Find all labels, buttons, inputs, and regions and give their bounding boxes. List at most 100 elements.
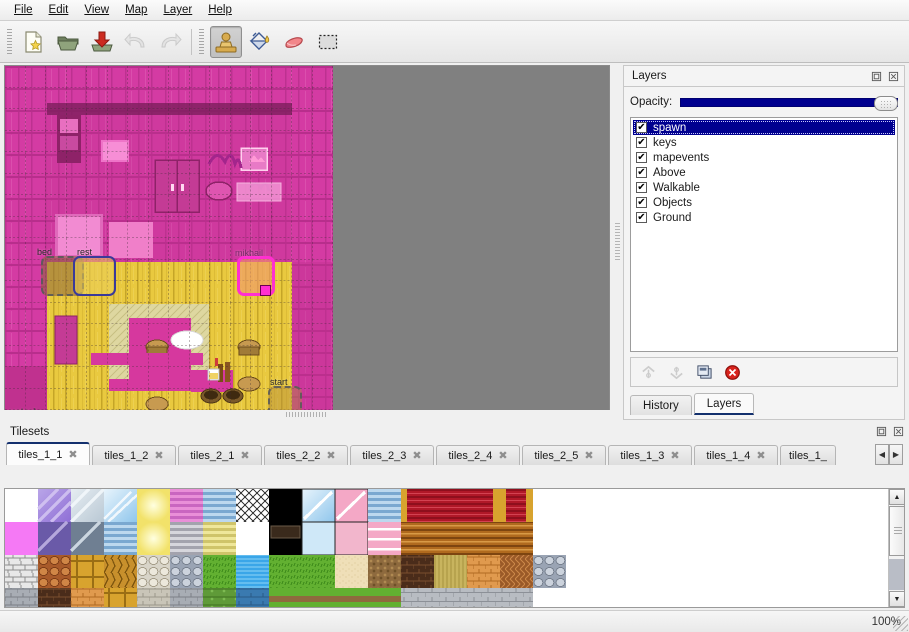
save-map-button[interactable] (86, 26, 118, 58)
delete-layer-button[interactable] (723, 363, 742, 382)
menu-file[interactable]: File (6, 2, 41, 18)
close-tab-icon[interactable]: ✖ (326, 450, 336, 462)
close-icon[interactable] (892, 425, 905, 438)
menu-help[interactable]: Help (200, 2, 240, 18)
toolbar-separator (191, 28, 192, 55)
map-object-rest[interactable] (73, 256, 116, 296)
undo-button[interactable] (120, 26, 152, 58)
map-label-rest: rest (77, 247, 93, 257)
undo-arrow-icon (124, 32, 145, 47)
raise-layer-button[interactable] (639, 363, 658, 382)
map-object-start[interactable] (268, 386, 302, 410)
opacity-row: Opacity: (630, 93, 898, 111)
scroll-tabs-right-button[interactable]: ▶ (889, 444, 903, 465)
layer-row-objects[interactable]: ✔ Objects (633, 195, 895, 210)
layer-visibility-checkbox[interactable]: ✔ (636, 151, 647, 163)
stamp-brush-button[interactable] (210, 25, 242, 58)
lower-layer-button[interactable] (667, 363, 686, 382)
close-tab-icon[interactable]: ✖ (154, 450, 164, 462)
float-dock-icon[interactable] (875, 425, 888, 438)
redo-button[interactable] (154, 26, 186, 58)
layer-list[interactable]: ✔ spawn ✔ keys ✔ mapevents ✔ Above ✔ W (630, 117, 898, 352)
toolbar-grip[interactable] (6, 28, 13, 55)
layer-row-mapevents[interactable]: ✔ mapevents (633, 150, 895, 165)
arrow-up-icon (642, 365, 655, 378)
layer-row-above[interactable]: ✔ Above (633, 165, 895, 180)
tab-history[interactable]: History (630, 395, 692, 415)
layer-row-walkable[interactable]: ✔ Walkable (633, 180, 895, 195)
tileset-tab-tiles_2_5[interactable]: tiles_2_5 ✖ (522, 445, 606, 465)
vertical-splitter[interactable] (612, 63, 623, 420)
scroll-up-button[interactable]: ▲ (889, 489, 904, 505)
layer-visibility-checkbox[interactable]: ✔ (636, 181, 647, 193)
layer-tools-bar (630, 357, 898, 387)
layer-row-spawn[interactable]: ✔ spawn (633, 120, 895, 135)
tileset-tab-tiles_1_4[interactable]: tiles_1_4 ✖ (694, 445, 778, 465)
tileset-tab-label: tiles_2_3 (362, 449, 407, 462)
layer-row-ground[interactable]: ✔ Ground (633, 210, 895, 225)
close-icon[interactable] (887, 70, 900, 83)
tools-grip[interactable] (198, 28, 205, 55)
tileset-tab-label: tiles_2_5 (534, 449, 579, 462)
menu-layer-label: Layer (163, 4, 193, 16)
status-bar: 100% (0, 610, 909, 632)
vertical-splitter-handle[interactable] (615, 222, 620, 261)
menu-map[interactable]: Map (117, 2, 155, 18)
map-object-mikhail-handle[interactable] (260, 285, 271, 296)
tileset-tab-tiles_2_3[interactable]: tiles_2_3 ✖ (350, 445, 434, 465)
close-tab-icon[interactable]: ✖ (68, 449, 78, 461)
eraser-button[interactable] (278, 26, 310, 58)
tilesets-dock-title: Tilesets (10, 425, 50, 438)
menu-layer[interactable]: Layer (155, 2, 200, 18)
close-tab-icon[interactable]: ✖ (584, 450, 594, 462)
close-tab-icon[interactable]: ✖ (756, 450, 766, 462)
tab-layers[interactable]: Layers (693, 393, 755, 415)
new-map-button[interactable] (18, 26, 50, 58)
tile-map-render (5, 66, 333, 410)
close-tab-icon[interactable]: ✖ (498, 450, 508, 462)
map-label-mikhail: mikhail (235, 248, 264, 258)
layer-visibility-checkbox[interactable]: ✔ (636, 166, 647, 178)
layer-visibility-checkbox[interactable]: ✔ (636, 196, 647, 208)
scrollbar-thumb[interactable] (889, 506, 904, 556)
scrollbar-track[interactable] (889, 559, 904, 590)
tile-grid[interactable] (5, 489, 887, 607)
tileset-tab-tiles_2_2[interactable]: tiles_2_2 ✖ (264, 445, 348, 465)
tileset-tab-tiles_2_4[interactable]: tiles_2_4 ✖ (436, 445, 520, 465)
opacity-slider-thumb[interactable] (874, 95, 898, 111)
map-canvas[interactable]: bed rest mikhail andor:] entr... start (5, 66, 333, 410)
close-tab-icon[interactable]: ✖ (412, 450, 422, 462)
scroll-tabs-left-button[interactable]: ◀ (875, 444, 889, 465)
layer-row-keys[interactable]: ✔ keys (633, 135, 895, 150)
opacity-slider[interactable] (680, 95, 898, 111)
close-tab-icon[interactable]: ✖ (240, 450, 250, 462)
horizontal-splitter[interactable] (0, 410, 612, 419)
layer-visibility-checkbox[interactable]: ✔ (636, 121, 647, 133)
horizontal-splitter-handle[interactable] (286, 412, 326, 417)
tileset-tab-tiles_1_3[interactable]: tiles_1_3 ✖ (608, 445, 692, 465)
layer-visibility-checkbox[interactable]: ✔ (636, 136, 647, 148)
layer-visibility-checkbox[interactable]: ✔ (636, 211, 647, 223)
scroll-down-button[interactable]: ▼ (889, 591, 904, 607)
menu-help-label: Help (208, 4, 232, 16)
menu-view[interactable]: View (76, 2, 117, 18)
float-dock-icon[interactable] (870, 70, 883, 83)
map-pane: bed rest mikhail andor:] entr... start (0, 63, 612, 420)
layers-dock-titlebar: Layers (623, 65, 905, 87)
menu-edit[interactable]: Edit (41, 2, 77, 18)
rectangular-select-button[interactable] (312, 26, 344, 58)
tileset-tab-tiles_1_5[interactable]: tiles_1_ (780, 445, 836, 465)
tileset-palette[interactable]: ▲ ▼ (4, 488, 905, 608)
map-viewport[interactable]: bed rest mikhail andor:] entr... start (4, 65, 610, 411)
resize-grip[interactable] (893, 616, 908, 631)
tileset-tab-tiles_1_2[interactable]: tiles_1_2 ✖ (92, 445, 176, 465)
tileset-tab-tiles_2_1[interactable]: tiles_2_1 ✖ (178, 445, 262, 465)
bucket-fill-button[interactable] (244, 26, 276, 58)
tile-grid-render (5, 489, 867, 607)
duplicate-layer-button[interactable] (695, 363, 714, 382)
close-tab-icon[interactable]: ✖ (670, 450, 680, 462)
tileset-tab-tiles_1_1[interactable]: tiles_1_1 ✖ (6, 442, 90, 465)
delete-circle-icon (725, 364, 740, 380)
open-map-button[interactable] (52, 26, 84, 58)
tileset-vertical-scrollbar[interactable]: ▲ ▼ (888, 489, 904, 607)
